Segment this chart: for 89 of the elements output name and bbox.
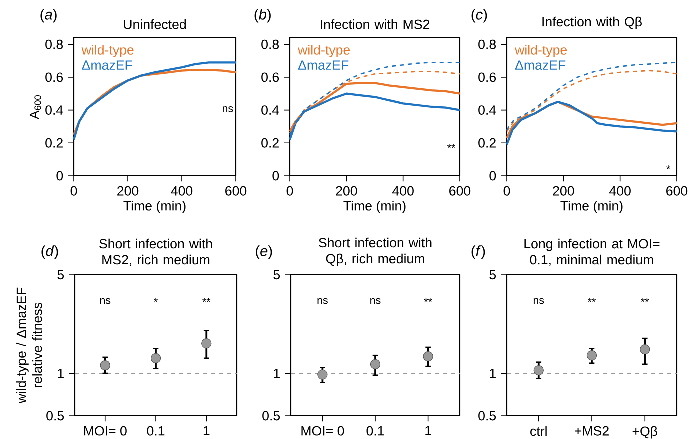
x-tick-label: 0: [286, 186, 294, 196]
text: ΔmazEF: [515, 60, 566, 70]
x-tick-label: 0.1: [147, 426, 165, 436]
x-tick-label: 1: [426, 426, 432, 436]
x-axis-title: Time (min): [344, 200, 406, 214]
chart-title: Infection with MS2: [321, 20, 430, 30]
annotation: ns: [534, 298, 544, 304]
y-tick-label: 1: [490, 368, 496, 378]
annotation: **: [448, 144, 456, 148]
text: (a): [40, 9, 57, 23]
x-tick-label: 0: [504, 186, 510, 196]
annotation: ns: [370, 298, 381, 304]
x-tick-label: +MS2: [575, 426, 609, 436]
annotation: ns: [100, 298, 111, 304]
y-tick-label: 0.2: [46, 138, 63, 148]
x-tick-label: MOI= 0: [84, 426, 127, 436]
chart-title: Uninfected: [124, 20, 186, 30]
point: [150, 353, 162, 364]
text: wild-type: [515, 45, 568, 58]
y-axis-title: A$_{600}$: [30, 95, 42, 120]
y-tick-label: 0.4: [262, 106, 280, 115]
y-tick-label: 5: [58, 270, 64, 280]
x-tick-label: 600: [666, 186, 688, 196]
series-label: wild-type: [298, 45, 350, 58]
x-tick-label: 400: [171, 186, 193, 196]
x-tick-label: 0: [70, 186, 78, 196]
text: (f): [472, 246, 486, 260]
annotation: **: [588, 298, 596, 302]
x-tick-label: MOI= 0: [302, 426, 344, 436]
chart-title: Short infection with MS2, rich medium: [100, 238, 212, 266]
y-tick-label: 0.8: [262, 40, 280, 50]
series-label: ΔmazEF: [298, 60, 349, 70]
point: [318, 370, 328, 380]
chart-title: Infection with Qβ: [542, 16, 642, 30]
x-tick-label: 0.1: [366, 426, 384, 436]
y-tick-label: 1: [58, 368, 64, 378]
annotation: *: [666, 166, 670, 170]
y-tick-label: 0: [272, 171, 280, 181]
text: (d): [42, 246, 58, 260]
x-tick-label: +Qβ: [632, 426, 658, 439]
y-tick-label: 0.6: [478, 72, 496, 82]
series-label: ΔmazEF: [82, 60, 132, 70]
y-tick-label: 0.4: [46, 106, 64, 115]
point: [534, 365, 544, 376]
y-tick-label: 5: [490, 270, 496, 280]
y-tick-label: 5: [274, 270, 280, 280]
chart-title: Short infection with Qβ, rich medium: [319, 238, 432, 266]
y-tick-label: 0.2: [478, 138, 496, 148]
y-tick-label: 0.6: [262, 72, 280, 82]
y-tick-label: 0.8: [46, 40, 64, 50]
x-tick-label: 200: [118, 186, 139, 196]
text: (b): [254, 9, 271, 23]
x-axis-title: Time (min): [560, 200, 623, 214]
point: [586, 350, 598, 361]
x-tick-label: 1: [204, 426, 210, 436]
annotation: **: [202, 298, 211, 302]
annotation: ns: [222, 106, 234, 112]
annotation: **: [424, 298, 432, 302]
point: [640, 344, 650, 355]
y-tick-label: 0.5: [262, 411, 280, 421]
annotation: **: [641, 298, 650, 302]
y-tick-label: 0.4: [478, 106, 496, 115]
y-tick-label: 0.2: [262, 138, 279, 148]
y-tick-label: 0.5: [478, 411, 496, 421]
point: [202, 338, 212, 349]
point: [100, 360, 110, 371]
x-tick-label: 200: [336, 186, 358, 196]
y-axis-title: wild-type / ΔmazEF relative fitness: [16, 288, 42, 404]
x-axis-title: Time (min): [124, 200, 186, 214]
text: (c): [472, 9, 488, 23]
y-tick-label: 0.5: [46, 411, 64, 421]
series-label: wild-type: [82, 45, 134, 58]
x-tick-label: 600: [226, 186, 247, 196]
x-tick-label: 400: [610, 186, 631, 196]
x-tick-label: ctrl: [530, 426, 547, 436]
x-tick-label: 600: [450, 186, 471, 196]
text: (e): [256, 246, 272, 260]
y-tick-label: 0.8: [478, 40, 496, 50]
x-tick-label: 200: [553, 186, 574, 196]
annotation: ns: [318, 298, 328, 304]
x-tick-label: 400: [392, 186, 414, 196]
annotation: *: [154, 298, 158, 302]
point: [370, 359, 381, 370]
y-tick-label: 1: [274, 368, 280, 378]
y-tick-label: 0.6: [46, 72, 64, 82]
y-tick-label: 0: [490, 171, 496, 181]
point: [423, 351, 434, 362]
chart-title: Long infection at MOI= 0.1, minimal medium: [524, 238, 660, 266]
y-tick-label: 0: [56, 171, 64, 181]
